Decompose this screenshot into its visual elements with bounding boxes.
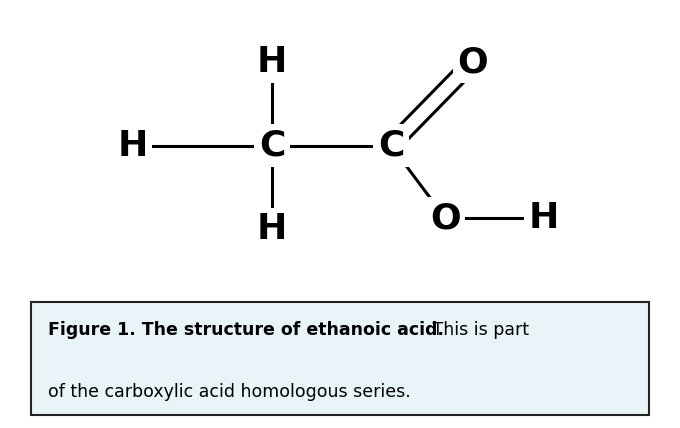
Text: C: C bbox=[259, 128, 285, 163]
Text: O: O bbox=[457, 45, 488, 79]
Text: Figure 1. The structure of ethanoic acid.: Figure 1. The structure of ethanoic acid… bbox=[48, 321, 443, 339]
Text: H: H bbox=[257, 212, 287, 246]
Text: H: H bbox=[118, 128, 148, 163]
Text: O: O bbox=[430, 201, 461, 235]
Text: of the carboxylic acid homologous series.: of the carboxylic acid homologous series… bbox=[48, 383, 410, 401]
Text: H: H bbox=[529, 201, 559, 235]
Text: This is part: This is part bbox=[427, 321, 529, 339]
FancyBboxPatch shape bbox=[31, 302, 649, 415]
Text: H: H bbox=[257, 45, 287, 79]
Text: C: C bbox=[378, 128, 404, 163]
